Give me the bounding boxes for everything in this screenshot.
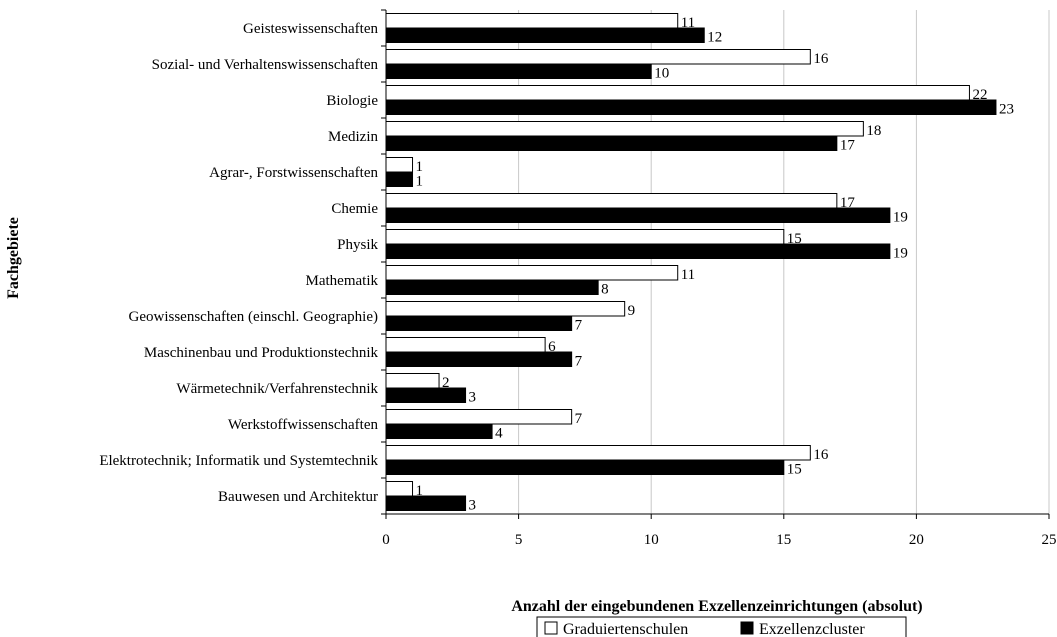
bar-graduiertenschulen-6: [385, 229, 785, 245]
value-label-exzellenzcluster-6: 19: [893, 246, 908, 262]
value-label-exzellenzcluster-13: 3: [469, 498, 477, 514]
value-label-exzellenzcluster-3: 17: [840, 138, 856, 154]
category-label-3: Medizin: [328, 129, 378, 145]
x-tick-labels: 0 5 10 15 20 25: [382, 532, 1056, 548]
category-label-13: Bauwesen und Architektur: [218, 489, 378, 505]
value-label-graduiertenschulen-3: 18: [866, 123, 881, 139]
value-label-graduiertenschulen-0: 11: [681, 15, 695, 31]
value-label-graduiertenschulen-7: 11: [681, 267, 695, 283]
value-label-graduiertenschulen-1: 16: [813, 51, 829, 67]
bar-exzellenzcluster-11: [385, 423, 493, 439]
y-axis-title: Fachgebiete: [5, 217, 22, 299]
bar-graduiertenschulen-4: [385, 157, 414, 173]
bar-exzellenzcluster-5: [385, 207, 891, 223]
bar-exzellenzcluster-0: [385, 27, 705, 43]
bar-exzellenzcluster-4: [385, 171, 414, 187]
bar-exzellenzcluster-2: [385, 99, 997, 115]
legend-box: [536, 616, 907, 637]
x-tick-label-4: 20: [909, 532, 924, 548]
category-labels: Geisteswissenschaften Sozial- und Verhalt…: [99, 21, 378, 505]
value-label-graduiertenschulen-4: 1: [416, 159, 424, 175]
value-label-exzellenzcluster-10: 3: [469, 390, 477, 406]
value-label-graduiertenschulen-8: 9: [628, 303, 636, 319]
category-label-7: Mathematik: [306, 273, 379, 289]
category-label-8: Geowissenschaften (einschl. Geographie): [129, 309, 379, 325]
bar-graduiertenschulen-5: [385, 193, 838, 209]
category-label-6: Physik: [337, 237, 378, 253]
value-label-exzellenzcluster-12: 15: [787, 462, 802, 478]
category-label-10: Wärmetechnik/Verfahrenstechnik: [176, 381, 378, 397]
bar-exzellenzcluster-13: [385, 495, 467, 511]
bars: 1112161022231817111719151911897672374161…: [385, 13, 1014, 514]
x-tick-label-3: 15: [776, 532, 791, 548]
bar-exzellenzcluster-9: [385, 351, 573, 367]
bar-exzellenzcluster-1: [385, 63, 652, 79]
legend-swatch-exzellenzcluster: [740, 621, 754, 635]
value-label-exzellenzcluster-0: 12: [707, 30, 722, 46]
x-tick-label-1: 5: [515, 532, 523, 548]
value-label-graduiertenschulen-10: 2: [442, 375, 450, 391]
legend-label-graduiertenschulen: Graduiertenschulen: [563, 621, 688, 637]
category-label-0: Geisteswissenschaften: [243, 21, 378, 37]
value-label-graduiertenschulen-11: 7: [575, 411, 583, 427]
x-tick-label-0: 0: [382, 532, 390, 548]
bar-exzellenzcluster-12: [385, 459, 785, 475]
value-label-graduiertenschulen-13: 1: [416, 483, 424, 499]
bar-graduiertenschulen-7: [385, 265, 679, 281]
category-label-9: Maschinenbau und Produktionstechnik: [144, 345, 379, 361]
value-label-exzellenzcluster-1: 10: [654, 66, 669, 82]
bar-graduiertenschulen-0: [385, 13, 679, 29]
bar-graduiertenschulen-12: [385, 445, 811, 461]
category-label-4: Agrar-, Forstwissenschaften: [209, 165, 378, 181]
bar-graduiertenschulen-2: [385, 85, 970, 101]
x-tick-label-5: 25: [1042, 532, 1057, 548]
bar-graduiertenschulen-3: [385, 121, 864, 137]
value-label-exzellenzcluster-9: 7: [575, 354, 583, 370]
bar-exzellenzcluster-3: [385, 135, 838, 151]
value-label-graduiertenschulen-5: 17: [840, 195, 856, 211]
value-label-exzellenzcluster-4: 1: [416, 174, 424, 190]
value-label-exzellenzcluster-8: 7: [575, 318, 583, 334]
x-tick-label-2: 10: [644, 532, 659, 548]
legend-label-exzellenzcluster: Exzellenzcluster: [759, 621, 865, 637]
value-label-graduiertenschulen-2: 22: [972, 87, 987, 103]
category-label-2: Biologie: [326, 93, 378, 109]
value-label-graduiertenschulen-6: 15: [787, 231, 802, 247]
legend-swatch-graduiertenschulen: [544, 621, 558, 635]
value-label-exzellenzcluster-7: 8: [601, 282, 609, 298]
bar-exzellenzcluster-7: [385, 279, 599, 295]
category-label-5: Chemie: [331, 201, 378, 217]
value-label-exzellenzcluster-5: 19: [893, 210, 908, 226]
bar-graduiertenschulen-1: [385, 49, 811, 65]
category-label-1: Sozial- und Verhaltenswissenschaften: [152, 57, 379, 73]
legend: Graduiertenschulen Exzellenzcluster: [536, 616, 907, 637]
value-label-exzellenzcluster-2: 23: [999, 102, 1014, 118]
bar-exzellenzcluster-8: [385, 315, 573, 331]
bar-graduiertenschulen-10: [385, 373, 440, 389]
bar-graduiertenschulen-13: [385, 481, 414, 497]
category-label-12: Elektrotechnik; Informatik und Systemtec…: [99, 453, 378, 469]
category-label-11: Werkstoffwissenschaften: [228, 417, 379, 433]
value-label-graduiertenschulen-9: 6: [548, 339, 556, 355]
axes: [381, 9, 1050, 519]
value-label-exzellenzcluster-11: 4: [495, 426, 503, 442]
x-axis-title: Anzahl der eingebundenen Exzellenzeinric…: [511, 598, 922, 615]
bar-graduiertenschulen-11: [385, 409, 573, 425]
value-label-graduiertenschulen-12: 16: [813, 447, 829, 463]
bar-exzellenzcluster-6: [385, 243, 891, 259]
bar-graduiertenschulen-8: [385, 301, 626, 317]
bar-graduiertenschulen-9: [385, 337, 546, 353]
bar-exzellenzcluster-10: [385, 387, 467, 403]
